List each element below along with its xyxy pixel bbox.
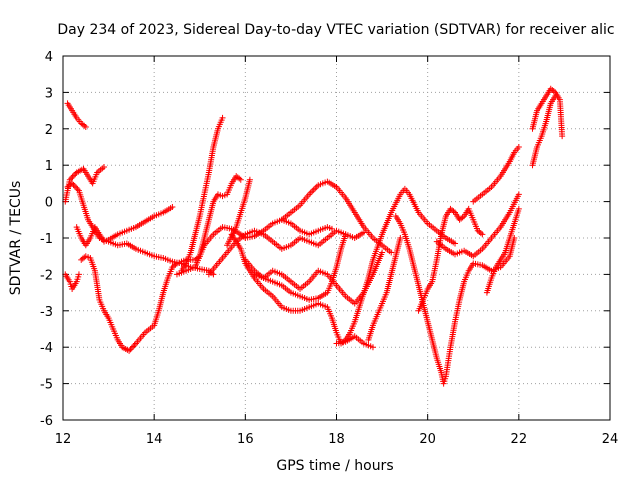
series-arc-1 — [64, 100, 89, 130]
y-tick-label: -4 — [40, 341, 53, 356]
grid — [63, 56, 610, 420]
data-point — [127, 346, 134, 353]
data-point — [246, 176, 253, 183]
data-point — [128, 344, 135, 351]
data-point — [126, 347, 133, 354]
series-arc-23 — [529, 85, 566, 140]
x-tick-label: 22 — [511, 432, 528, 447]
x-tick-label: 20 — [419, 432, 436, 447]
data-point — [342, 231, 349, 238]
data-point — [379, 249, 386, 256]
data-point — [515, 205, 522, 212]
series-arc-13 — [251, 249, 386, 307]
series-arc-2 — [62, 271, 82, 292]
y-tick-label: -5 — [40, 378, 53, 393]
data-point — [131, 342, 138, 349]
x-tick-label: 14 — [146, 432, 163, 447]
x-axis-title: GPS time / hours — [276, 458, 393, 474]
data-point — [309, 188, 316, 195]
x-tick-label: 12 — [55, 432, 72, 447]
data-point — [388, 249, 395, 256]
data-point — [68, 175, 75, 182]
series-arc-11 — [228, 185, 459, 347]
y-tick-label: -1 — [40, 232, 53, 247]
y-axis-title: SDTVAR / TECUs — [8, 181, 24, 296]
data-point — [515, 191, 522, 198]
series-arc-5 — [73, 204, 176, 249]
data-point — [307, 189, 314, 196]
data-point — [75, 271, 82, 278]
data-point — [69, 173, 76, 180]
y-tick-label: -6 — [40, 414, 53, 429]
y-tick-label: 3 — [45, 86, 53, 101]
data-point — [237, 176, 244, 183]
x-tick-label: 18 — [328, 432, 345, 447]
data-point — [310, 186, 317, 193]
series-arc-7 — [178, 114, 226, 274]
series-arc-19 — [433, 191, 522, 260]
series-arc-10 — [224, 176, 253, 249]
data-point — [101, 164, 108, 171]
plot-frame — [62, 55, 611, 421]
series-arc-17 — [392, 213, 518, 387]
x-tick-label: 24 — [602, 432, 619, 447]
y-tick-label: 4 — [45, 50, 53, 65]
data-point — [515, 144, 522, 150]
series-arc-18 — [415, 205, 486, 314]
data-points — [62, 85, 566, 387]
data-point — [66, 176, 73, 183]
x-tick-label: 16 — [237, 432, 254, 447]
series-arc-3 — [62, 164, 108, 205]
y-tick-label: 2 — [45, 123, 53, 138]
series-arc-21 — [470, 144, 522, 205]
data-point — [72, 170, 79, 177]
data-point — [130, 343, 137, 350]
data-point — [328, 225, 335, 232]
y-tick-label: 1 — [45, 159, 53, 174]
data-point — [312, 185, 319, 192]
series-arc-9 — [205, 227, 367, 278]
y-tick-label: -2 — [40, 268, 53, 283]
series-arc-4 — [64, 180, 217, 278]
data-point — [74, 186, 81, 193]
data-point — [219, 114, 226, 121]
series-arc-14 — [278, 178, 395, 256]
data-point — [479, 231, 486, 238]
y-tick-label: 0 — [45, 196, 53, 211]
data-point — [559, 133, 566, 140]
chart-title: Day 234 of 2023, Sidereal Day-to-day VTE… — [57, 22, 614, 38]
series-arc-20 — [483, 205, 522, 296]
series-arc-15 — [333, 333, 376, 351]
data-point — [71, 183, 78, 190]
series-arc-16 — [365, 235, 404, 343]
data-point — [452, 240, 459, 247]
data-point — [70, 181, 77, 188]
series-arc-12 — [242, 231, 349, 303]
data-point — [169, 204, 176, 211]
data-point — [369, 344, 376, 351]
data-point — [73, 184, 80, 191]
series-arc-22 — [529, 93, 559, 169]
data-point — [70, 172, 77, 179]
data-point — [69, 180, 76, 187]
data-point — [82, 123, 89, 130]
series-arc-6 — [78, 173, 244, 354]
y-tick-label: -3 — [40, 305, 53, 320]
series-arc-8 — [173, 216, 335, 278]
data-point — [397, 235, 404, 241]
